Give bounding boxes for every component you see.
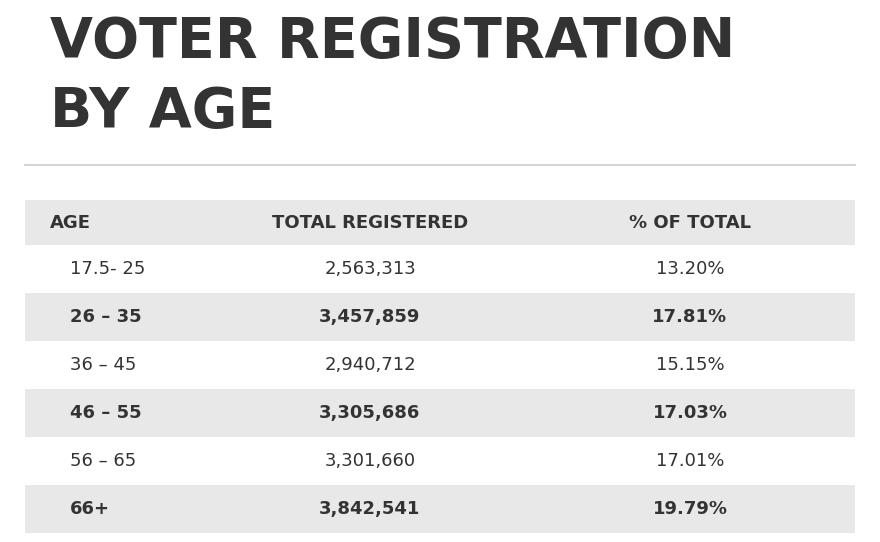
Bar	[25, 437, 855, 485]
Bar	[25, 485, 855, 533]
Bar	[25, 389, 855, 437]
Text: 2,563,313: 2,563,313	[324, 260, 416, 278]
Text: 56 – 65: 56 – 65	[70, 452, 136, 470]
Text: 66+: 66+	[70, 500, 110, 518]
Text: 2,940,712: 2,940,712	[324, 356, 416, 374]
Text: 3,842,541: 3,842,541	[319, 500, 421, 518]
Text: 17.5- 25: 17.5- 25	[70, 260, 145, 278]
Text: 3,305,686: 3,305,686	[319, 404, 421, 422]
Text: 26 – 35: 26 – 35	[70, 308, 142, 326]
Bar	[25, 293, 855, 341]
Text: 36 – 45: 36 – 45	[70, 356, 136, 374]
Bar	[25, 245, 855, 293]
Text: 3,301,660: 3,301,660	[325, 452, 415, 470]
Text: BY AGE: BY AGE	[50, 85, 275, 139]
Text: 17.01%: 17.01%	[656, 452, 724, 470]
Text: 3,457,859: 3,457,859	[319, 308, 421, 326]
Text: AGE: AGE	[50, 214, 91, 231]
Bar	[25, 200, 855, 245]
Text: 46 – 55: 46 – 55	[70, 404, 142, 422]
Text: TOTAL REGISTERED: TOTAL REGISTERED	[272, 214, 468, 231]
Text: 19.79%: 19.79%	[652, 500, 728, 518]
Text: 17.03%: 17.03%	[652, 404, 728, 422]
Text: 17.81%: 17.81%	[652, 308, 728, 326]
Text: 15.15%: 15.15%	[656, 356, 724, 374]
Text: VOTER REGISTRATION: VOTER REGISTRATION	[50, 15, 736, 69]
Bar	[25, 341, 855, 389]
Text: 13.20%: 13.20%	[656, 260, 724, 278]
Text: % OF TOTAL: % OF TOTAL	[629, 214, 751, 231]
